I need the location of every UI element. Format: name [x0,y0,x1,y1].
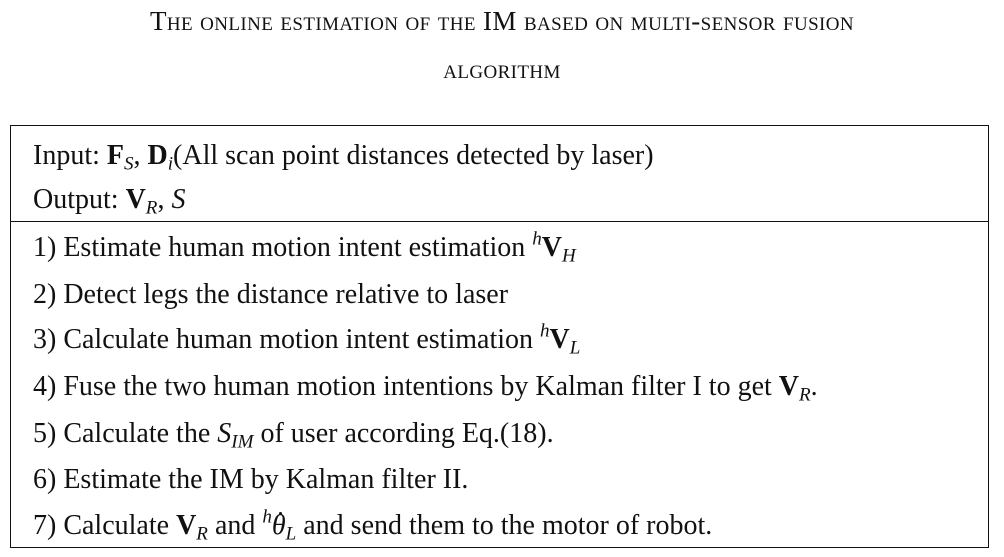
step-4-subscript: R [799,384,811,406]
step-5-suffix: of user according Eq.(18). [260,418,554,449]
output-line: Output: VR, S [33,184,186,218]
step-7-symbol-V: V [176,510,197,541]
symbol-F: F [106,140,124,171]
step-5-text: 5) Calculate the [33,418,211,449]
input-line: Input: FS, Di(All scan point distances d… [33,140,654,174]
output-separator: , [157,184,165,215]
table-caption-line-1: The online estimation of the IM based on… [149,6,855,36]
step-5-subscript: IM [231,431,254,453]
step-7-superscript: h [262,506,272,528]
step-5: 5) Calculate the SIM of user according E… [33,418,554,452]
symbol-V: V [125,184,146,215]
table-caption-line-2: algorithm [443,54,561,84]
step-7-text: 7) Calculate [33,510,170,541]
step-7-subscript-R: R [196,523,208,545]
step-1-symbol: V [541,232,563,263]
step-4: 4) Fuse the two human motion intentions … [33,371,818,405]
step-7: 7) Calculate VR and hθL and send them to… [33,508,713,544]
step-2: 2) Detect legs the distance relative to … [33,281,508,309]
symbol-D-subscript: i [167,153,174,175]
symbol-D: D [147,140,168,171]
step-1-text: 1) Estimate human motion intent estimati… [33,232,526,263]
symbol-S: S [171,184,186,215]
step-3-symbol: V [549,324,570,355]
symbol-F-subscript: S [124,153,134,175]
algorithm-box: Input: FS, Di(All scan point distances d… [10,125,989,548]
input-label: Input: [33,140,100,171]
output-label: Output: [33,184,119,215]
step-6: 6) Estimate the IM by Kalman filter II. [33,466,468,494]
step-3: 3) Calculate human motion intent estimat… [33,322,580,358]
step-3-superscript: h [540,320,550,342]
symbol-V-subscript: R [145,197,158,219]
step-7-suffix: and send them to the motor of robot. [303,510,713,541]
step-4-suffix: . [810,371,818,402]
step-1-subscript: H [562,245,576,267]
step-1-superscript: h [532,228,542,250]
step-7-conjunction: and [214,510,256,541]
step-3-text: 3) Calculate human motion intent estimat… [33,324,534,355]
step-1: 1) Estimate human motion intent estimati… [33,230,576,266]
algorithm-io-block: Input: FS, Di(All scan point distances d… [11,126,988,222]
input-description: (All scan point distances detected by la… [173,140,654,171]
step-4-text: 4) Fuse the two human motion intentions … [33,371,772,402]
step-4-symbol: V [778,371,800,402]
input-separator: , [133,140,141,171]
step-3-subscript: L [569,337,581,359]
step-7-subscript-L: L [285,523,297,545]
step-5-symbol: S [217,418,232,449]
step-6-text: 6) Estimate the IM by Kalman filter II. [33,464,469,495]
step-2-text: 2) Detect legs the distance relative to … [33,279,509,310]
step-7-symbol-theta-dot: θ [271,510,286,541]
